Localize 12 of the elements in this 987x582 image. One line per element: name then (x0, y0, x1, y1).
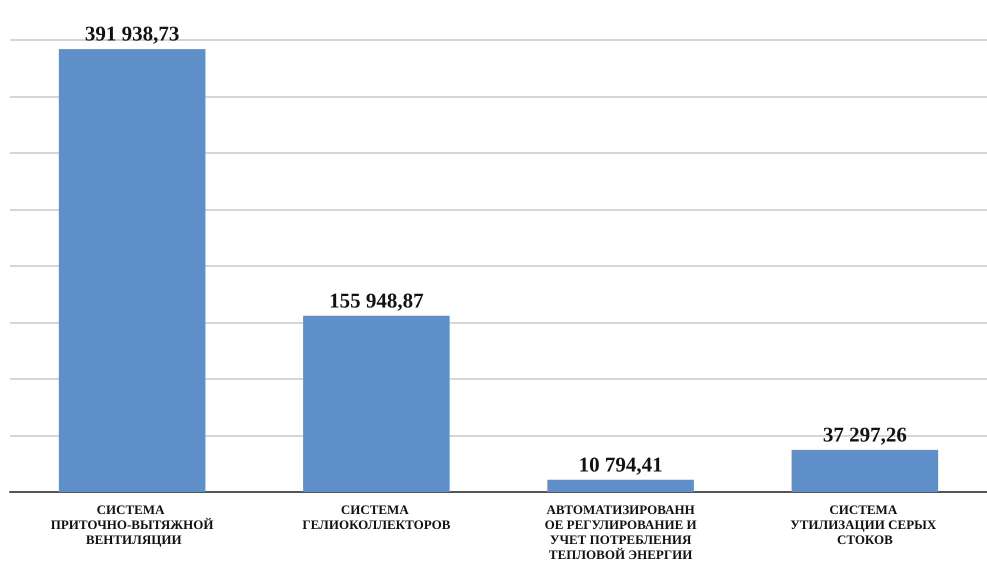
bar (792, 450, 938, 492)
data-label: 37 297,26 (822, 422, 907, 446)
data-label: 155 948,87 (329, 288, 424, 312)
x-tick-label: АВТОМАТИЗИРОВАННОЕ РЕГУЛИРОВАНИЕ И УЧЕТ ПОТРЕБЛЕНИЯ ТЕПЛОВОЙ ЭНЕРГИИ (544, 502, 697, 562)
x-tick-label: СИСТЕМА УТИЛИЗАЦИИ СЕРЫХ СТОКОВ (790, 502, 940, 547)
data-label: 10 794,41 (578, 452, 663, 476)
bar (58, 49, 206, 492)
data-label: 391 938,73 (84, 22, 180, 46)
bar (547, 480, 694, 492)
bar (303, 316, 450, 492)
x-tick-label: СИСТЕМА ПРИТОЧНО-ВЫТЯЖНОЙ ВЕНТИЛЯЦИИ (50, 502, 214, 547)
x-tick-label: СИСТЕМА ГЕЛИОКОЛЛЕКТОРОВ (302, 502, 451, 532)
